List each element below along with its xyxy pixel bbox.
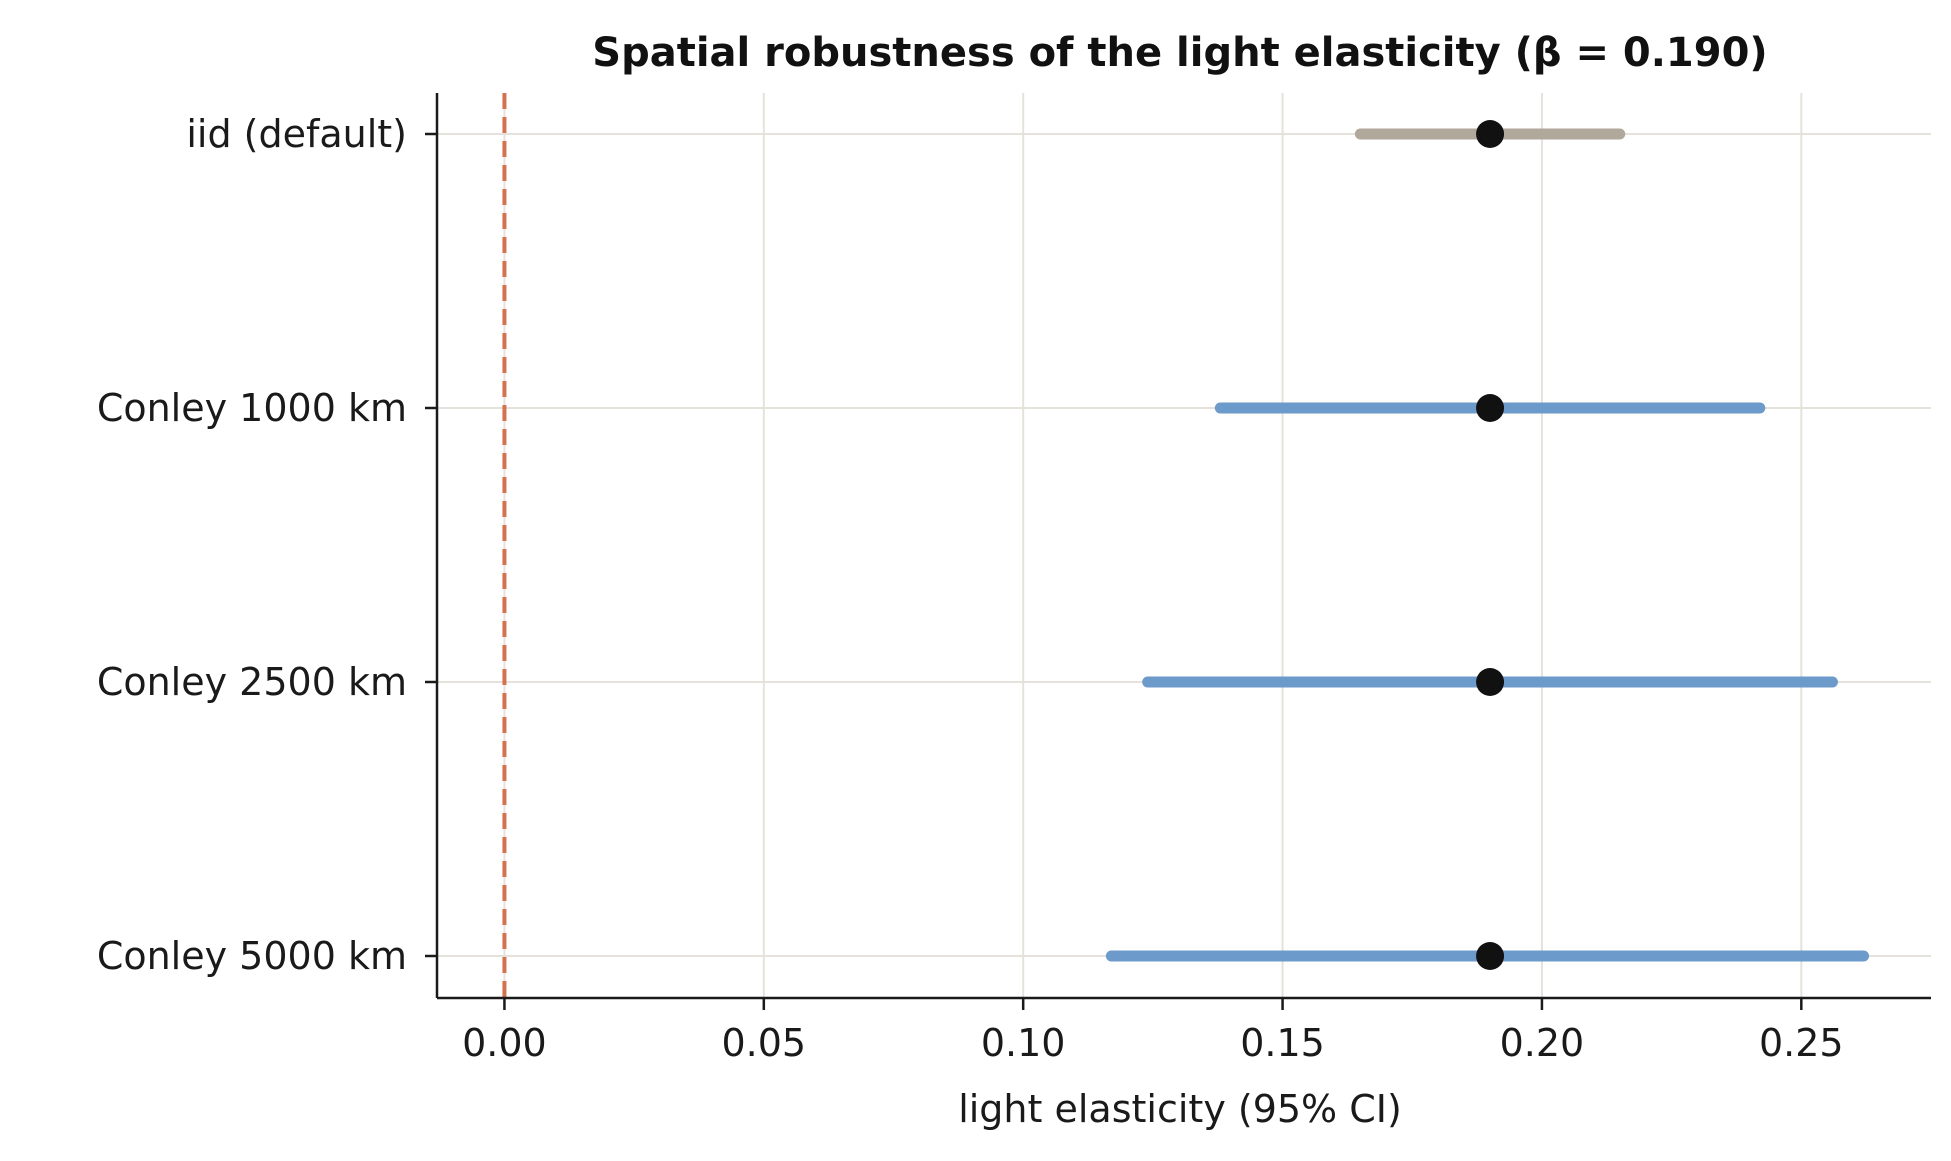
point-estimate-iid-default xyxy=(1476,120,1505,148)
x-ticks: 0.00 0.05 0.10 0.15 0.20 0.25 xyxy=(462,998,1844,1065)
row-label-conley-5000-km: Conley 5000 km xyxy=(97,934,407,978)
x-tick-label-0.05: 0.05 xyxy=(722,1021,807,1065)
row-label-iid-default: iid (default) xyxy=(186,112,407,156)
x-tick-label-0.20: 0.20 xyxy=(1500,1021,1585,1065)
x-tick-label-0.00: 0.00 xyxy=(462,1021,547,1065)
point-estimate-conley-2500-km xyxy=(1476,668,1505,696)
grid xyxy=(437,93,1931,998)
x-tick-label-0.25: 0.25 xyxy=(1759,1021,1844,1065)
x-tick-label-0.15: 0.15 xyxy=(1240,1021,1325,1065)
x-axis-label: light elasticity (95% CI) xyxy=(958,1087,1402,1131)
axes xyxy=(435,93,1931,1000)
intervals xyxy=(1105,120,1870,970)
point-estimate-conley-5000-km xyxy=(1476,942,1505,970)
x-tick-label-0.10: 0.10 xyxy=(981,1021,1066,1065)
point-estimate-conley-1000-km xyxy=(1476,394,1505,422)
row-label-conley-2500-km: Conley 2500 km xyxy=(97,660,407,704)
y-ticks: iid (default) Conley 1000 km Conley 2500 k… xyxy=(97,112,437,978)
chart-title: Spatial robustness of the light elastici… xyxy=(592,30,1767,76)
row-label-conley-1000-km: Conley 1000 km xyxy=(97,386,407,430)
